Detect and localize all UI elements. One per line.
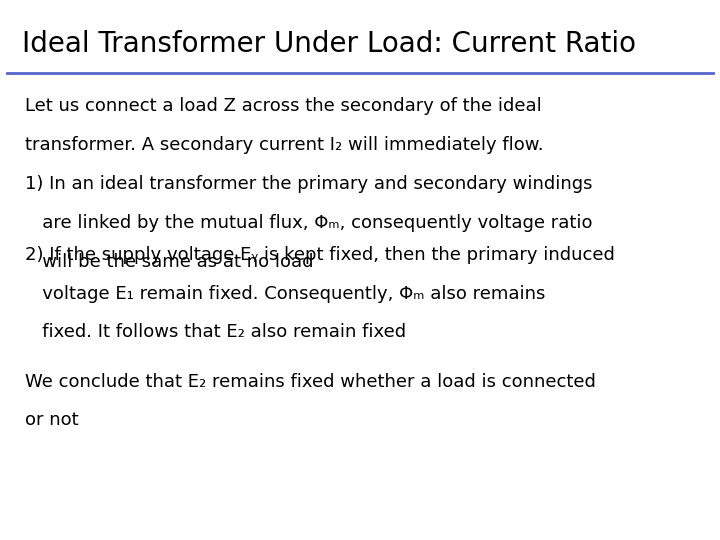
Text: 1) In an ideal transformer the primary and secondary windings: 1) In an ideal transformer the primary a… bbox=[25, 175, 593, 193]
Text: or not: or not bbox=[25, 411, 78, 429]
Text: We conclude that E₂ remains fixed whether a load is connected: We conclude that E₂ remains fixed whethe… bbox=[25, 373, 596, 390]
Text: fixed. It follows that E₂ also remain fixed: fixed. It follows that E₂ also remain fi… bbox=[25, 323, 406, 341]
Text: voltage E₁ remain fixed. Consequently, Φₘ also remains: voltage E₁ remain fixed. Consequently, Φ… bbox=[25, 285, 546, 302]
Text: will be the same as at no load: will be the same as at no load bbox=[25, 253, 314, 271]
Text: Ideal Transformer Under Load: Current Ratio: Ideal Transformer Under Load: Current Ra… bbox=[22, 30, 636, 58]
Text: 2) If the supply voltage Eᵧ is kept fixed, then the primary induced: 2) If the supply voltage Eᵧ is kept fixe… bbox=[25, 246, 615, 264]
Text: transformer. A secondary current I₂ will immediately flow.: transformer. A secondary current I₂ will… bbox=[25, 136, 544, 154]
Text: Let us connect a load Z across the secondary of the ideal: Let us connect a load Z across the secon… bbox=[25, 97, 542, 115]
Text: are linked by the mutual flux, Φₘ, consequently voltage ratio: are linked by the mutual flux, Φₘ, conse… bbox=[25, 214, 593, 232]
